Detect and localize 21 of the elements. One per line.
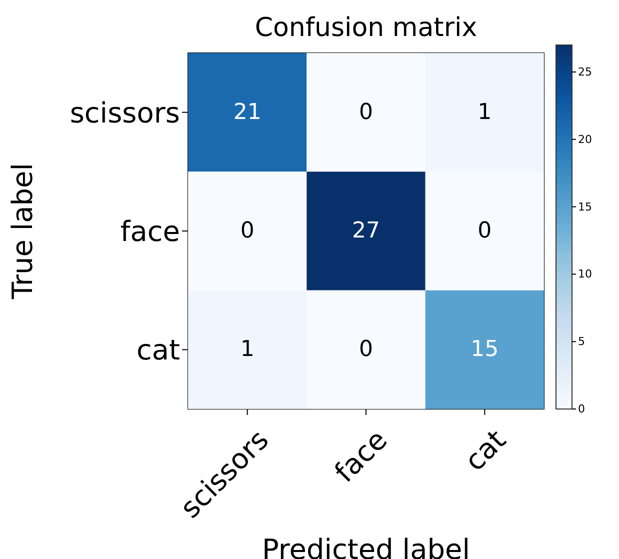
y-axis-title: True label (6, 162, 39, 300)
data-label: 0 (359, 337, 373, 362)
data-label: 15 (470, 337, 499, 362)
data-label: 27 (352, 218, 380, 244)
color-bar-label: 0 (578, 402, 585, 416)
data-label: 1 (240, 337, 254, 362)
x-tick-label: cat (458, 423, 512, 478)
data-label: 0 (478, 218, 492, 244)
color-bar-label: 15 (578, 200, 592, 214)
color-bar-label: 10 (578, 268, 592, 281)
y-tick-label: face (120, 214, 180, 248)
data-label: 21 (233, 100, 262, 125)
data-label: 0 (359, 100, 373, 125)
color-bar-label: 25 (578, 65, 592, 78)
color-bar-label: 5 (578, 335, 585, 348)
data-label: 0 (240, 218, 254, 244)
chart-title: Confusion matrix (254, 13, 478, 43)
y-tick-label: cat (136, 334, 180, 367)
data-label: 1 (478, 100, 492, 125)
color-bar-label: 20 (578, 132, 592, 146)
y-tick-label: scissors (70, 96, 180, 130)
